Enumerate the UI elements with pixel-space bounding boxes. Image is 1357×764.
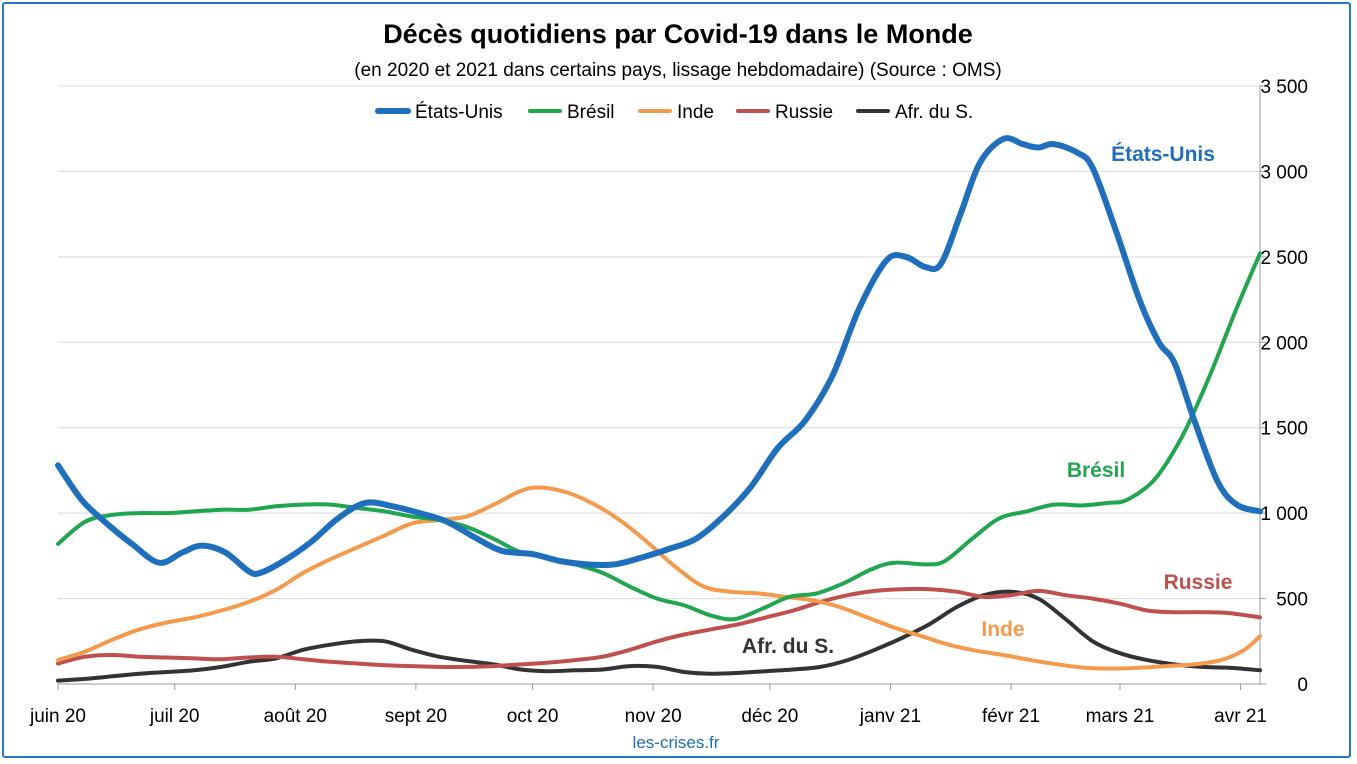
legend-label-inde: Inde xyxy=(677,102,714,123)
chart-subtitle: (en 2020 et 2021 dans certains pays, lis… xyxy=(354,60,1001,81)
series-line-etats-unis xyxy=(55,135,1263,578)
annotation-inde: Inde xyxy=(981,618,1024,641)
annotation-russie: Russie xyxy=(1164,571,1233,594)
y-tick-label: 500 xyxy=(1276,590,1308,611)
y-tick-label: 2 500 xyxy=(1260,248,1308,269)
y-tick-label: 1 500 xyxy=(1260,419,1308,440)
annotation-afr-du-s: Afr. du S. xyxy=(742,635,834,658)
x-tick-label: juin 20 xyxy=(29,706,86,727)
x-tick-label: juil 20 xyxy=(149,706,200,727)
x-tick-label: janv 21 xyxy=(859,706,921,727)
legend-label-bresil: Brésil xyxy=(567,102,615,123)
y-tick-label: 0 xyxy=(1297,675,1308,696)
x-tick-label: févr 21 xyxy=(982,706,1040,727)
legend-label-afr-du-s: Afr. du S. xyxy=(895,102,973,123)
y-tick-label: 3 000 xyxy=(1260,162,1308,183)
annotation-bresil: Brésil xyxy=(1067,459,1125,482)
source-credit: les-crises.fr xyxy=(633,733,720,752)
x-tick-label: déc 20 xyxy=(741,706,798,727)
y-tick-label: 2 000 xyxy=(1260,333,1308,354)
x-tick-label: avr 21 xyxy=(1214,706,1267,727)
legend-label-etats-unis: États-Unis xyxy=(415,102,503,123)
chart-title: Décès quotidiens par Covid-19 dans le Mo… xyxy=(383,19,973,49)
x-tick-label: nov 20 xyxy=(625,706,682,727)
y-tick-label: 3 500 xyxy=(1260,77,1308,98)
series-lines xyxy=(55,135,1263,683)
series-line-bresil xyxy=(56,251,1262,622)
series-line-inde xyxy=(56,485,1262,671)
series-line-russie xyxy=(56,586,1262,670)
y-tick-label: 1 000 xyxy=(1260,504,1308,525)
annotation-etats-unis: États-Unis xyxy=(1111,143,1215,166)
x-tick-label: mars 21 xyxy=(1086,706,1155,727)
x-axis: juin 20 juil 20 août 20 sept 20 oct 20 nov 20… xyxy=(29,683,1267,727)
gridlines xyxy=(58,85,1260,600)
legend-label-russie: Russie xyxy=(775,102,833,123)
x-tick-label: août 20 xyxy=(264,706,327,727)
x-tick-label: oct 20 xyxy=(507,706,559,727)
y-axis: 0 500 1 000 1 500 2 000 2 500 3 000 3 500 xyxy=(1259,77,1308,696)
series-line-afr-du-s xyxy=(56,589,1262,683)
series-annotations: États-Unis Brésil Inde Russie Afr. du S. xyxy=(742,143,1233,658)
x-tick-label: sept 20 xyxy=(385,706,447,727)
legend: États-Unis Brésil Inde Russie Afr. du S. xyxy=(375,102,973,123)
